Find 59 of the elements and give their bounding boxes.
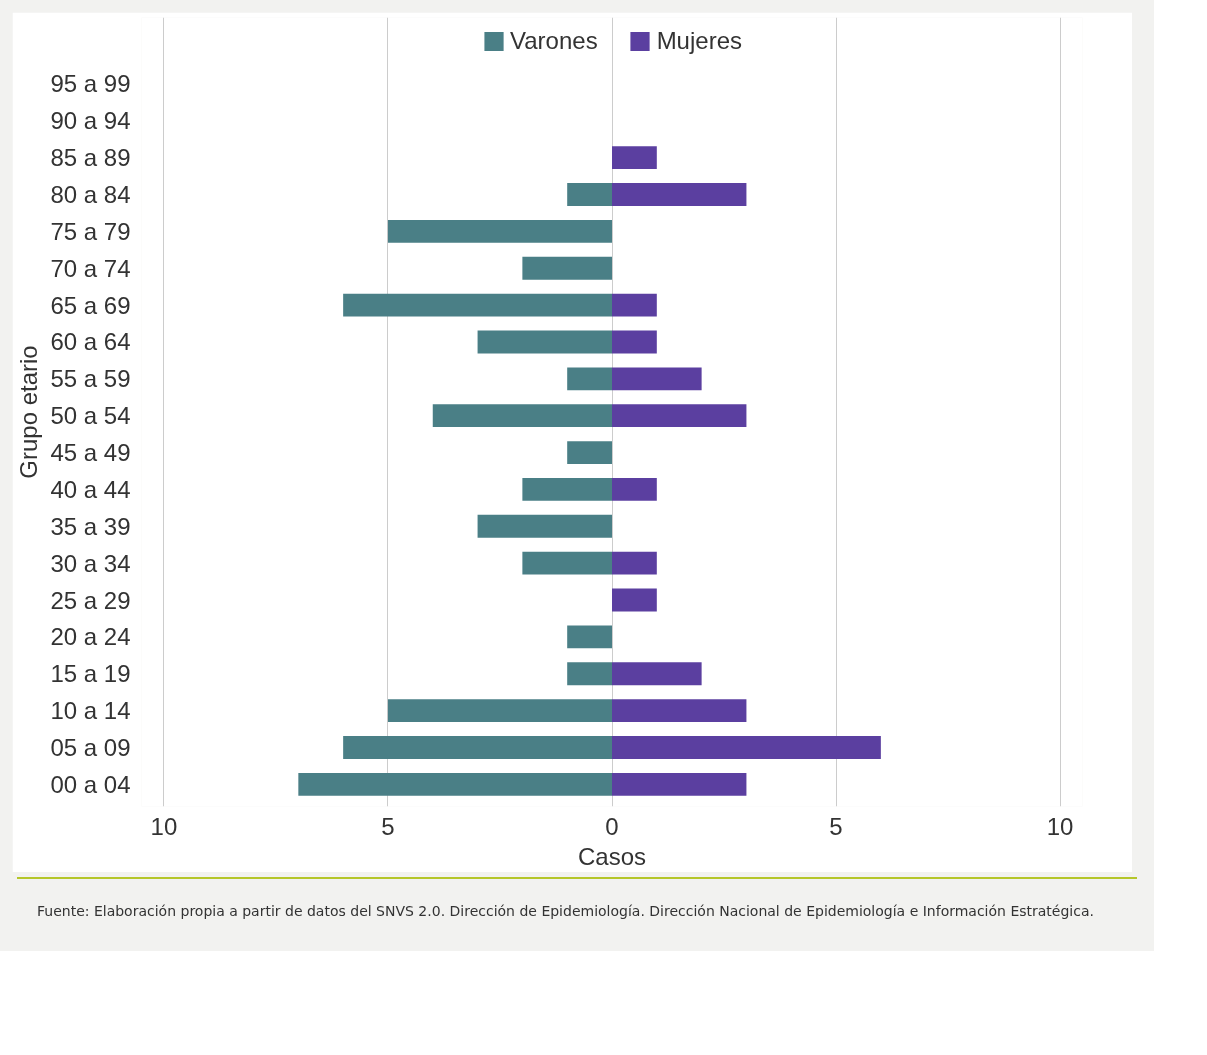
x-tick-label: 5 [829,812,843,840]
bar [432,404,612,428]
bar [298,772,612,796]
bar [612,404,747,428]
y-tick-label: 70 a 74 [50,254,131,282]
y-tick-label: 40 a 44 [50,475,131,503]
y-tick-label: 80 a 84 [50,180,131,208]
bar [343,736,612,759]
bar [567,662,612,686]
bar [612,736,881,759]
bar [612,330,657,354]
bar [612,478,657,501]
bar [612,551,657,575]
bar [522,478,612,501]
bar [612,183,747,206]
bar [567,625,612,649]
bar [612,367,702,391]
y-tick-label: 25 a 29 [50,586,131,614]
bar [387,219,612,243]
x-tick-label: 5 [381,812,395,840]
bar [343,293,612,317]
legend-label: Varones [510,27,598,55]
x-tick-label: 10 [150,812,178,840]
bar [612,588,657,612]
legend-label: Mujeres [656,27,742,55]
y-tick-label: 65 a 69 [50,291,131,319]
y-tick-label: 20 a 24 [50,623,131,651]
y-tick-label: 50 a 54 [50,402,131,430]
x-tick-label: 0 [605,812,619,840]
bar [522,551,612,575]
y-tick-label: 95 a 99 [50,70,131,98]
y-tick-label: 10 a 14 [50,697,131,725]
bar [477,330,612,354]
bar [612,662,702,686]
bar [612,146,657,170]
y-tick-label: 90 a 94 [50,107,131,135]
bar [387,699,612,723]
bar [612,293,657,317]
y-tick-label: 15 a 19 [50,660,131,688]
bar [567,441,612,464]
y-tick-label: 35 a 39 [50,512,131,540]
x-tick-label: 10 [1046,812,1074,840]
y-axis-title: Grupo etario [15,345,43,479]
y-tick-label: 00 a 04 [50,770,131,798]
x-axis-title: Casos [577,842,647,870]
y-tick-label: 30 a 34 [50,549,131,577]
y-tick-label: 55 a 59 [50,365,131,393]
bar [477,514,612,538]
source-note: Fuente: Elaboración propia a partir de datos del SNVS 2.0. Dirección de Epidemiología. Dirección Nacional de Epidemiología e Información Estratégica. [37,902,1094,921]
y-tick-label: 85 a 89 [50,144,131,172]
bar [612,699,747,723]
bar [612,772,747,796]
bar [522,256,612,280]
y-tick-label: 60 a 64 [50,328,131,356]
bar [567,367,612,391]
y-tick-label: 45 a 49 [50,439,131,467]
y-tick-label: 75 a 79 [50,217,131,245]
y-tick-label: 05 a 09 [50,734,131,762]
bar [567,183,612,206]
